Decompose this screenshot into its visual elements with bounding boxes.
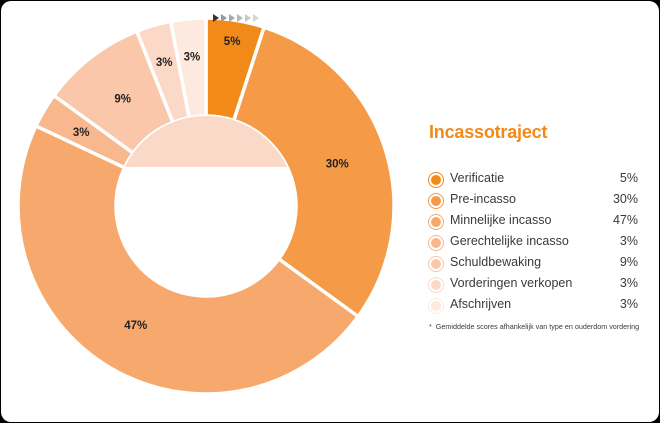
legend-marker-icon [429, 236, 443, 250]
legend-item: Minnelijke incasso 47% [429, 212, 641, 233]
legend-item: Gerechtelijke incasso 3% [429, 233, 641, 254]
legend-marker-icon [429, 299, 443, 313]
slice-value-label: 9% [114, 94, 131, 106]
slice-value-label: 3% [156, 57, 173, 69]
legend-marker-icon [429, 257, 443, 271]
direction-arrow-icon [213, 14, 219, 22]
donut-center-cap [124, 116, 288, 167]
legend-value: 9% [619, 255, 638, 269]
legend-marker-icon [429, 194, 443, 208]
legend-value: 47% [612, 213, 638, 227]
direction-arrow-icon [221, 14, 227, 22]
legend-item: Schuldbewaking 9% [429, 254, 641, 275]
slice-value-label: 3% [73, 127, 90, 139]
legend-value: 5% [619, 171, 638, 185]
legend-label: Pre-incasso [450, 192, 516, 206]
legend: Verificatie 5% Pre-incasso 30% Minnelijke in… [429, 170, 641, 317]
direction-arrow-icon [229, 14, 235, 22]
direction-arrow-icon [245, 14, 251, 22]
legend-marker-icon [429, 173, 443, 187]
legend-marker-icon [429, 278, 443, 292]
legend-item: Vorderingen verkopen 3% [429, 275, 641, 296]
direction-arrow-icon [237, 14, 243, 22]
donut-slice-3 [16, 123, 361, 396]
slice-value-label: 3% [184, 52, 201, 64]
legend-item: Pre-incasso 30% [429, 191, 641, 212]
legend-value: 30% [612, 192, 638, 206]
slice-value-label: 47% [124, 320, 147, 332]
donut-chart: 5% 30% 47% 3% 9% 3% 3% [16, 14, 396, 396]
slice-value-label: 5% [224, 36, 241, 48]
legend-value: 3% [619, 276, 638, 290]
legend-label: Verificatie [450, 171, 505, 185]
direction-arrow-icon [253, 14, 259, 22]
legend-label: Minnelijke incasso [450, 213, 552, 227]
legend-marker-icon [429, 215, 443, 229]
legend-item: Afschrijven 3% [429, 296, 641, 317]
footnote: * Gemiddelde scores afhankelijk van type… [429, 322, 640, 331]
legend-label: Gerechtelijke incasso [450, 234, 569, 248]
legend-label: Vorderingen verkopen [450, 276, 573, 290]
legend-value: 3% [619, 297, 638, 311]
legend-title: Incassotraject [429, 122, 548, 142]
footnote-text: Gemiddelde scores afhankelijk van type e… [435, 322, 640, 331]
legend-label: Afschrijven [450, 297, 512, 311]
legend-label: Schuldbewaking [450, 255, 542, 269]
donut-slice-2 [231, 24, 396, 319]
legend-value: 3% [619, 234, 638, 248]
slice-value-label: 30% [326, 158, 349, 170]
legend-item: Verificatie 5% [429, 170, 641, 191]
